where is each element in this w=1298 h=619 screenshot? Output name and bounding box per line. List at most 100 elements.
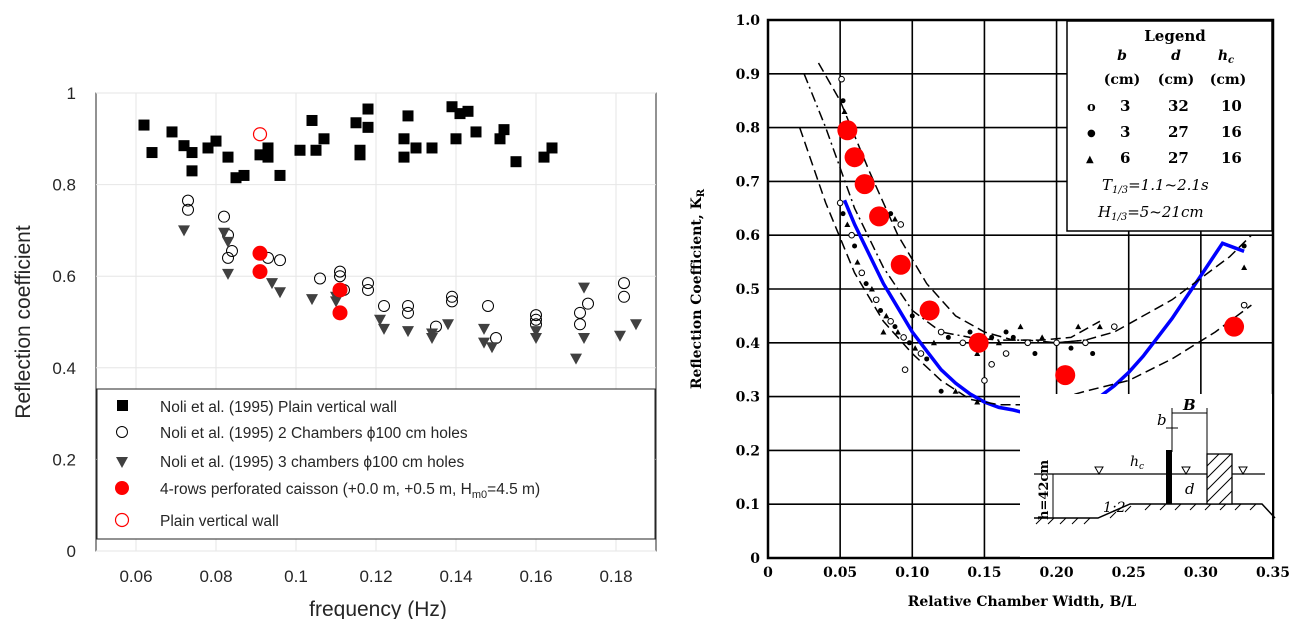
right-red-point <box>869 206 890 227</box>
inset-back-wall <box>1206 453 1233 505</box>
left-legend-box <box>96 388 656 540</box>
left-point-plain-wall <box>362 103 374 115</box>
right-small-open-point <box>1240 301 1248 309</box>
right-envelope-curve <box>817 62 1101 341</box>
left-point-plain-wall <box>310 144 322 156</box>
right-small-filled-point <box>945 334 951 340</box>
right-y-tick-label: 0.4 <box>736 336 761 352</box>
left-point-3-chambers <box>374 314 386 326</box>
left-point-2-chambers <box>274 254 286 267</box>
legend-row3-b: 6 <box>1120 149 1130 167</box>
left-point-3-chambers <box>274 287 286 299</box>
left-point-plain-wall <box>494 133 506 145</box>
right-small-triangle-point <box>844 221 851 227</box>
left-point-3-chambers <box>222 236 234 248</box>
left-point-plain-wall <box>210 135 222 147</box>
right-small-filled-point <box>1241 243 1247 249</box>
legend-header-hc-sub: c <box>1228 55 1234 66</box>
right-small-filled-point <box>888 211 894 217</box>
right-y-axis-label: Reflection Coefficient, KR <box>689 188 707 389</box>
left-y-tick-label: 0.6 <box>52 267 76 286</box>
legend-row3-hc: 16 <box>1221 149 1242 167</box>
inset-label-hc-sub: c <box>1139 462 1144 472</box>
legend-label-plain-wall: Noli et al. (1995) Plain vertical wall <box>160 399 397 416</box>
left-point-3-chambers <box>442 319 454 331</box>
left-point-2-chambers <box>226 245 238 258</box>
legend-period-value: =1.1~2.1s <box>1128 176 1209 194</box>
right-small-filled-point <box>878 308 884 314</box>
right-small-triangle-point <box>1017 323 1024 330</box>
right-small-triangle-point <box>854 259 861 265</box>
left-point-plain-wall <box>350 117 362 129</box>
right-small-filled-point <box>863 281 869 287</box>
right-small-open-point <box>838 75 845 83</box>
right-envelope-curve <box>798 127 1252 406</box>
right-x-tick-label: 0.30 <box>1184 565 1218 581</box>
right-legend-box <box>1066 20 1273 232</box>
right-small-filled-point <box>938 388 944 394</box>
legend-marker-red-plain-wall <box>114 512 130 528</box>
right-small-open-point <box>887 317 894 325</box>
right-small-open-point <box>1110 323 1118 330</box>
left-y-tick-label: 0.4 <box>52 359 76 378</box>
left-point-plain-wall <box>138 119 150 131</box>
right-small-filled-point <box>1032 351 1038 357</box>
left-point-plain-wall <box>318 133 330 145</box>
right-ylabel-sub: R <box>696 188 707 197</box>
legend-caisson-sub: m0 <box>472 489 487 501</box>
legend-header-d: d <box>1171 48 1181 64</box>
right-inset-schematic: b B hc d 1:2 h=42cm <box>1020 394 1276 557</box>
right-small-filled-point <box>906 340 912 346</box>
right-small-filled-point <box>1010 334 1016 340</box>
right-small-open-point <box>937 328 945 336</box>
left-point-plain-wall <box>222 151 234 163</box>
left-point-plain-wall <box>362 121 374 133</box>
left-point-3-chambers <box>402 326 414 338</box>
legend-caisson-tail: =4.5 m) <box>487 481 540 498</box>
right-small-open-point <box>836 199 844 207</box>
legend-header-hc: hc <box>1218 48 1234 66</box>
right-small-open-point <box>988 361 995 368</box>
left-y-tick-label: 0.2 <box>52 450 76 469</box>
left-point-3-chambers <box>478 337 490 349</box>
legend-row1-d: 32 <box>1168 97 1189 115</box>
right-ylabel-main: Reflection Coefficient, K <box>689 196 705 389</box>
inset-seabed <box>1034 503 1276 519</box>
left-point-3-chambers <box>578 282 590 294</box>
right-small-triangle-point <box>974 398 981 405</box>
legend-period-sub: 1/3 <box>1112 185 1128 196</box>
right-mean-curve <box>803 73 1086 344</box>
left-point-3-chambers <box>222 268 234 280</box>
right-legend-title: Legend <box>1144 27 1206 45</box>
right-y-tick-label: 0.3 <box>736 390 760 406</box>
right-small-open-point <box>872 296 880 304</box>
right-small-open-point <box>1002 350 1010 357</box>
left-point-plain-wall <box>402 110 414 122</box>
legend-label-perforated-caisson: 4-rows perforated caisson (+0.0 m, +0.5 … <box>160 481 540 501</box>
legend-height-label: H <box>1097 203 1112 221</box>
right-y-tick-label: 0.2 <box>736 443 760 459</box>
left-point-2-chambers <box>482 299 494 312</box>
legend-row1-b: 3 <box>1120 97 1130 115</box>
inset-label-hc: hc <box>1130 454 1144 472</box>
left-point-plain-wall <box>470 126 482 138</box>
legend-period: T1/3=1.1~2.1s <box>1102 176 1209 196</box>
right-small-open-point <box>1082 339 1089 347</box>
left-tick-labels: 0.06 0.08 0.1 0.12 0.14 0.16 0.18 0 0.2 0.4 0.6 0.8… <box>52 84 632 586</box>
inset-box <box>1020 394 1272 557</box>
legend-row1-symbol: o <box>1087 100 1096 115</box>
right-x-tick-label: 0.20 <box>1040 565 1074 581</box>
left-point-3-chambers <box>570 353 582 365</box>
left-point-plain-wall <box>354 149 366 161</box>
right-small-filled-point <box>989 334 995 340</box>
right-small-triangle-point <box>894 329 901 335</box>
left-point-plain-wall <box>178 140 190 152</box>
left-point-perforated-caisson <box>252 245 268 261</box>
right-small-open-point <box>901 366 909 374</box>
legend-caisson-main: 4-rows perforated caisson (+0.0 m, +0.5 … <box>160 481 472 498</box>
left-y-tick-label: 0 <box>67 542 76 561</box>
left-point-perforated-caisson <box>252 264 268 280</box>
right-tick-labels: 0 0.05 0.10 0.15 0.20 0.25 0.30 0.35 0 0.1 0.2 0.3 0… <box>736 13 1290 581</box>
legend-marker-plain-wall <box>117 400 128 411</box>
legend-row1-hc: 10 <box>1221 97 1242 115</box>
